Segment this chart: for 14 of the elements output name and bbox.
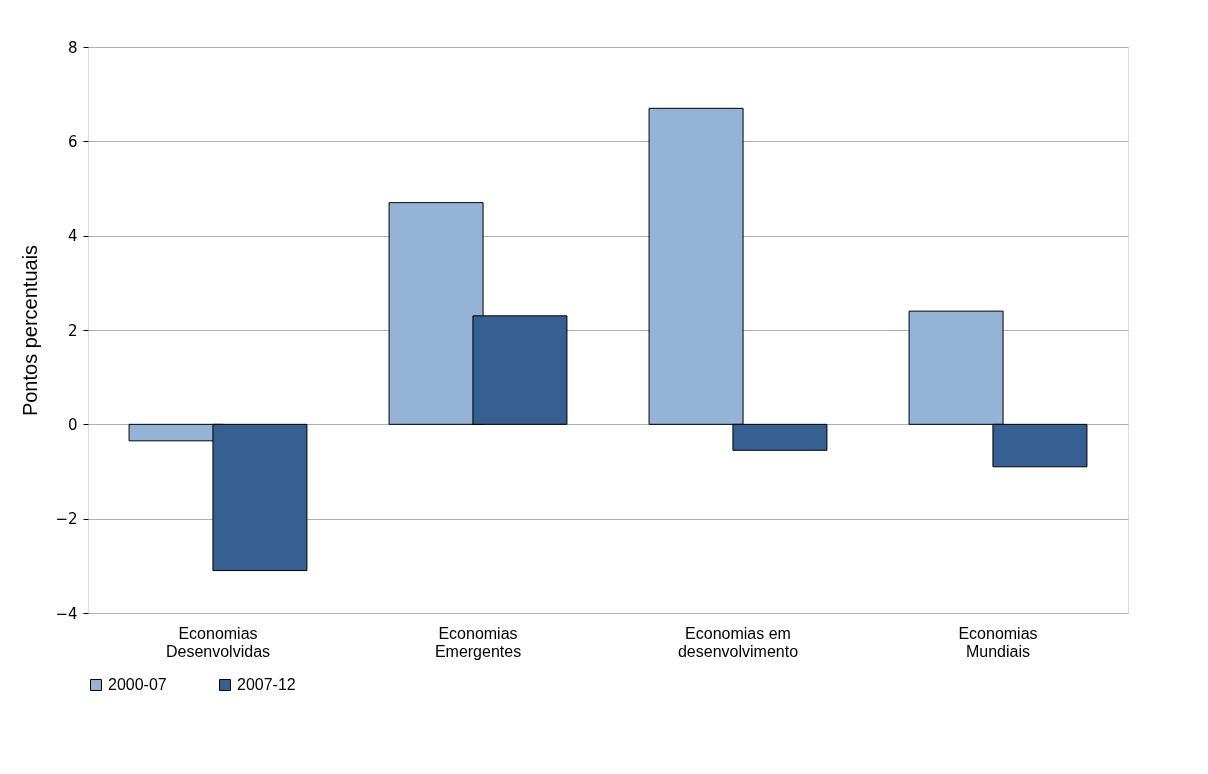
y-tick-label: 0 bbox=[67, 415, 78, 434]
y-tick-label: 4 bbox=[67, 227, 78, 246]
legend-label: 2007-12 bbox=[237, 676, 296, 693]
x-tick-label: Economias em desenvolvimento bbox=[677, 624, 799, 660]
y-tick-label: 8 bbox=[67, 38, 78, 57]
y-tick-label: −4 bbox=[55, 604, 78, 623]
y-axis-title: Pontos percentuais bbox=[19, 244, 42, 417]
y-tick-label: 2 bbox=[67, 321, 78, 340]
y-tick-label: −2 bbox=[55, 510, 78, 529]
x-tick-label: Economias Desenvolvidas bbox=[165, 624, 271, 660]
y-tick-label: 6 bbox=[67, 132, 78, 151]
x-tick-label: Economias Emergentes bbox=[434, 624, 522, 660]
legend-label: 2000-07 bbox=[108, 676, 167, 693]
x-tick-label: Economias Mundiais bbox=[958, 624, 1038, 660]
